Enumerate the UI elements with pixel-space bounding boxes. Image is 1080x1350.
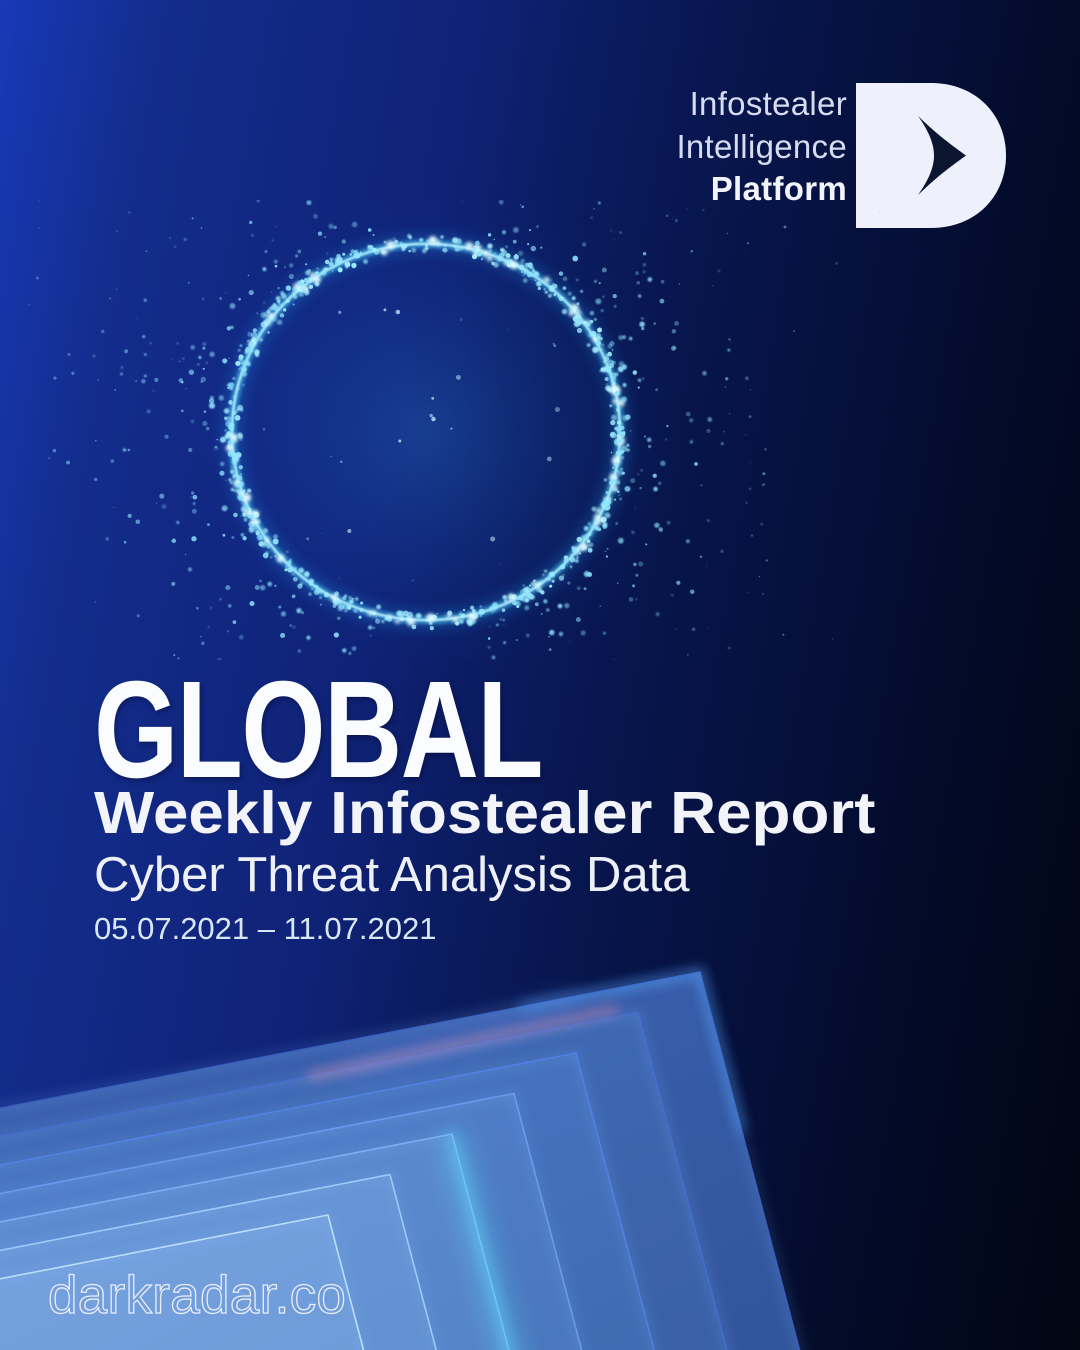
svg-text:darkradar.co: darkradar.co (48, 1266, 346, 1325)
